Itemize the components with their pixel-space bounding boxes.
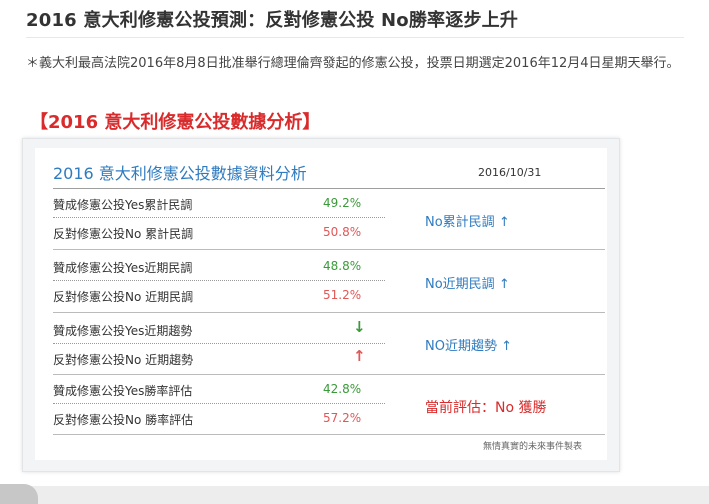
scroll-thumb[interactable] — [0, 484, 38, 504]
page-title: 2016 意大利修憲公投預測：反對修憲公投 No勝率逐步上升 — [26, 10, 519, 31]
row-value: 49.2% — [323, 196, 362, 210]
up-arrow-icon: ↑ — [353, 347, 366, 365]
summary-cumulative: No累計民調 ↑ — [425, 211, 510, 230]
up-arrow-icon: ↑ — [498, 215, 510, 230]
row-label: 贊成修憲公投Yes累計民調 — [53, 198, 193, 212]
row-label: 贊成修憲公投Yes勝率評估 — [53, 384, 193, 398]
title-divider — [26, 37, 684, 38]
row-divider — [53, 217, 385, 218]
row-label: 贊成修憲公投Yes近期民調 — [53, 261, 193, 275]
row-value: 48.8% — [323, 259, 362, 273]
row-divider — [53, 343, 385, 344]
panel-date: 2016/10/31 — [478, 166, 542, 179]
row-value: 57.2% — [323, 411, 362, 425]
verdict-text: 當前評估：No 獲勝 — [425, 400, 547, 416]
up-arrow-icon: ↑ — [501, 339, 513, 354]
table-row: 反對修憲公投No 累計民調 50.8% — [53, 218, 385, 247]
group-divider — [53, 249, 605, 250]
row-label: 反對修憲公投No 近期趨勢 — [53, 353, 194, 367]
row-label: 反對修憲公投No 累計民調 — [53, 227, 194, 241]
row-divider — [53, 403, 385, 404]
row-divider — [53, 280, 385, 281]
row-value: 50.8% — [323, 225, 362, 239]
summary-recent-trend: NO近期趨勢 ↑ — [425, 335, 512, 354]
panel-title: 2016 意大利修憲公投數據資料分析 — [53, 164, 307, 183]
summary-recent-polls: No近期民調 ↑ — [425, 273, 510, 292]
summary-label: No累計民調 — [425, 215, 495, 230]
group-divider — [53, 312, 605, 313]
row-value: 51.2% — [323, 288, 362, 302]
summary-label: NO近期趨勢 — [425, 339, 497, 354]
summary-label: No近期民調 — [425, 277, 495, 292]
data-panel: 2016 意大利修憲公投數據資料分析 2016/10/31 贊成修憲公投Yes累… — [35, 148, 607, 460]
table-row: 贊成修憲公投Yes累計民調 49.2% — [53, 189, 385, 218]
row-value: 42.8% — [323, 382, 362, 396]
row-label: 贊成修憲公投Yes近期趨勢 — [53, 324, 193, 338]
table-row: 反對修憲公投No 近期趨勢 ↑ — [53, 344, 385, 373]
up-arrow-icon: ↑ — [498, 277, 510, 292]
intro-paragraph: ＊義大利最高法院2016年8月8日批准舉行總理倫齊發起的修憲公投，投票日期選定2… — [26, 56, 680, 71]
table-row: 贊成修憲公投Yes近期趨勢 ↓ — [53, 315, 385, 344]
group-divider — [53, 434, 605, 435]
table-row: 反對修憲公投No 勝率評估 57.2% — [53, 404, 385, 433]
footnote: 無情真實的未來事件製表 — [483, 442, 583, 452]
table-row: 反對修憲公投No 近期民調 51.2% — [53, 281, 385, 310]
down-arrow-icon: ↓ — [353, 318, 366, 336]
group-divider — [53, 374, 605, 375]
row-label: 反對修憲公投No 近期民調 — [53, 290, 194, 304]
table-row: 贊成修憲公投Yes近期民調 48.8% — [53, 252, 385, 281]
horizontal-scrollbar-track[interactable] — [0, 486, 709, 504]
table-row: 贊成修憲公投Yes勝率評估 42.8% — [53, 375, 385, 404]
panel-top-divider — [53, 188, 605, 189]
row-label: 反對修憲公投No 勝率評估 — [53, 413, 194, 427]
section-heading: 【2016 意大利修憲公投數據分析】 — [30, 112, 321, 133]
